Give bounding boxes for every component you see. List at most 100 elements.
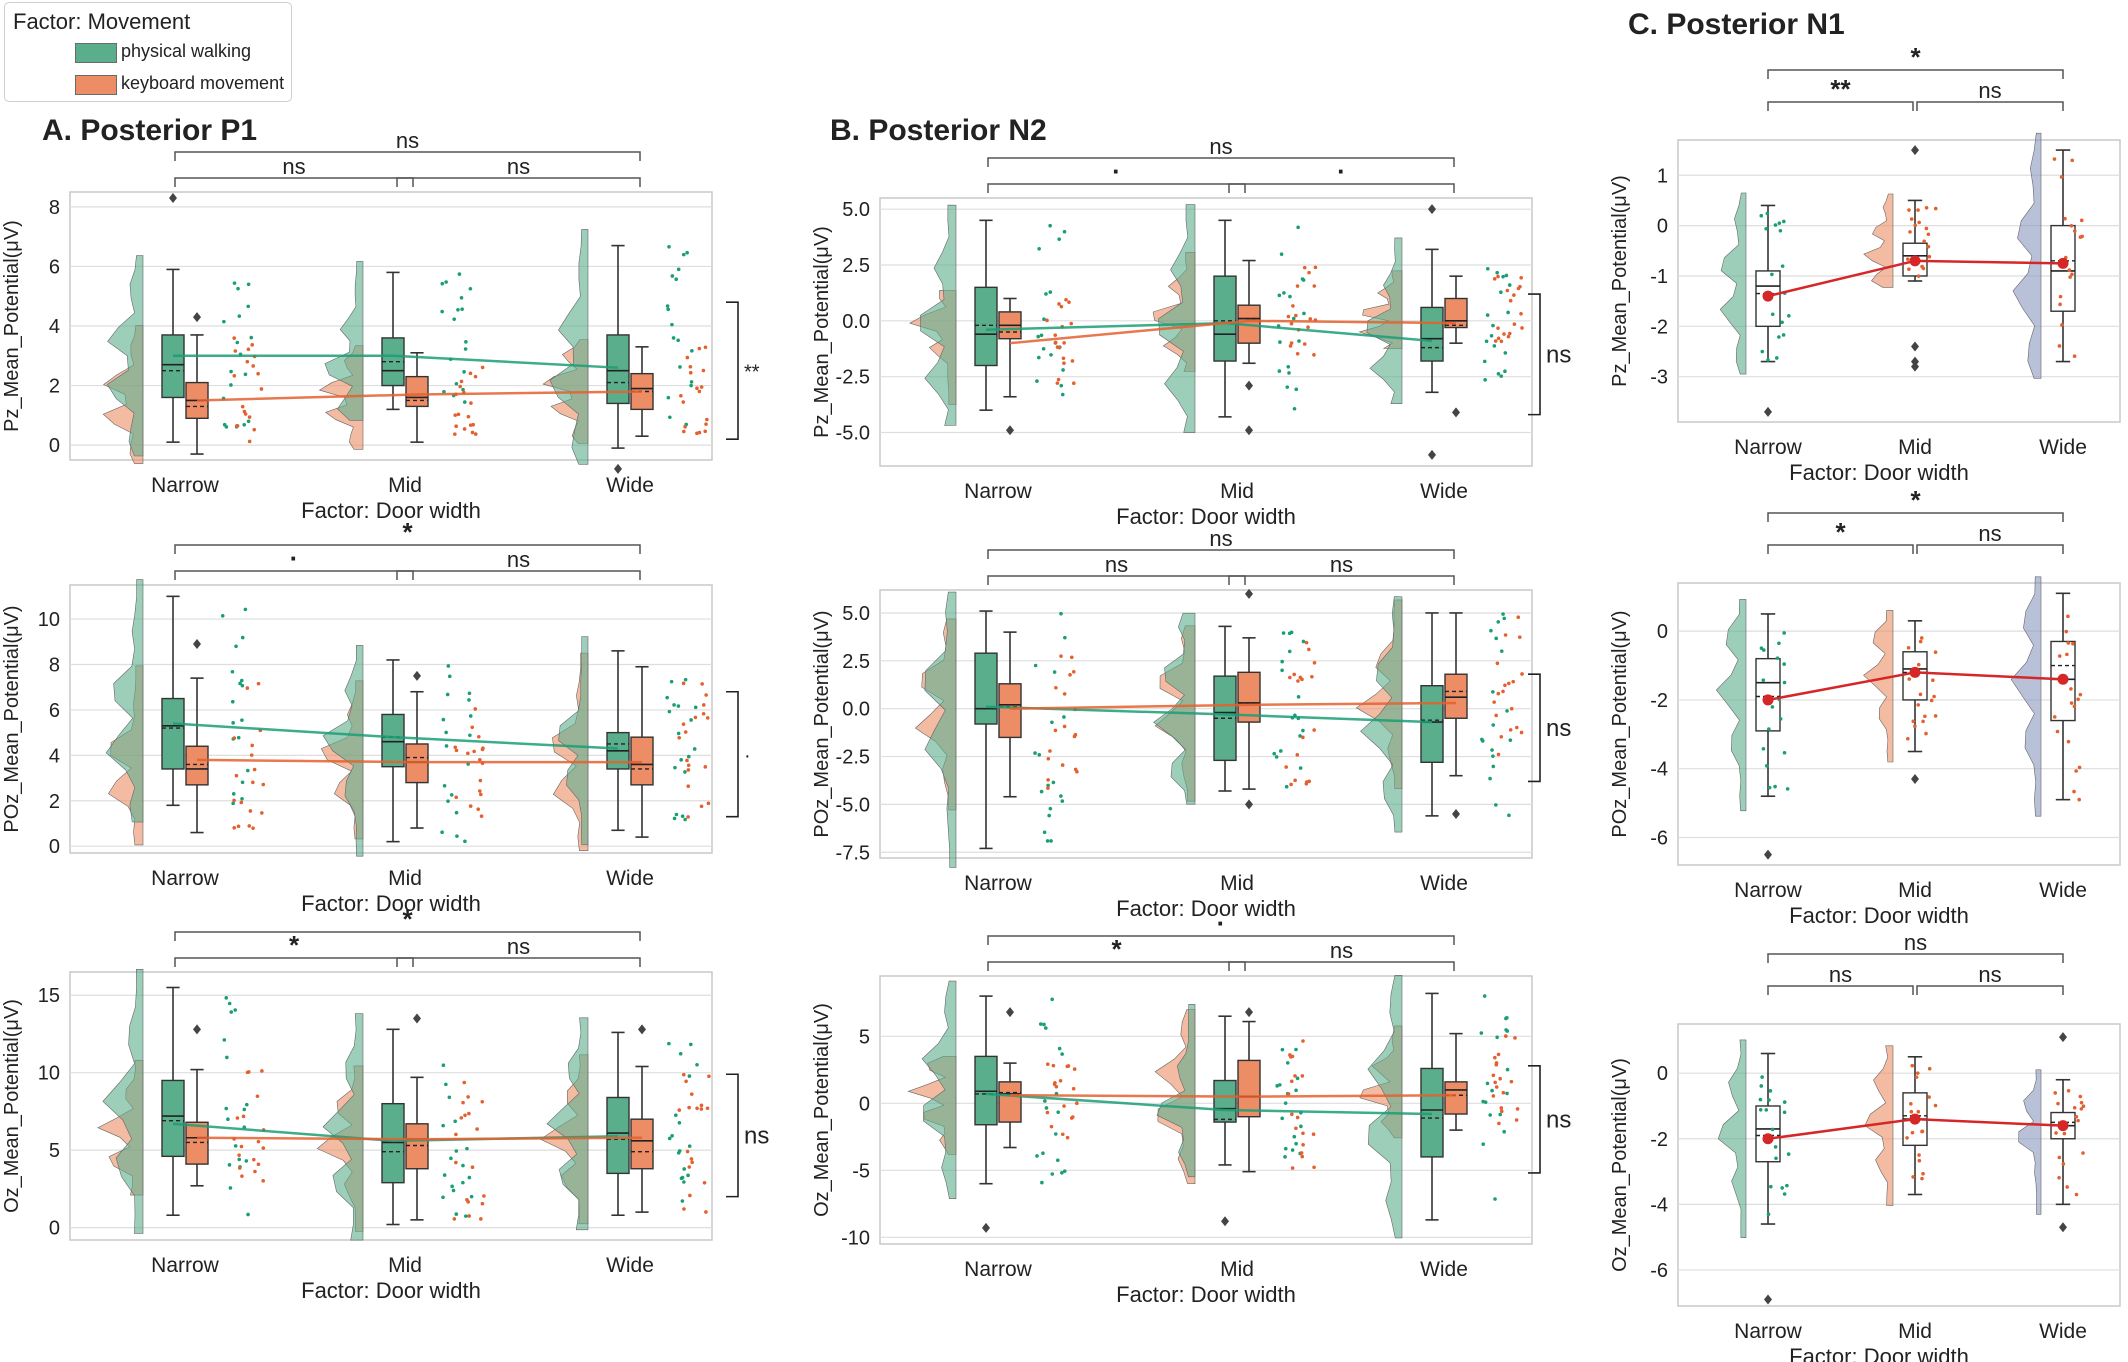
a3-sig-bracket <box>174 931 641 941</box>
a2-point-keyboard <box>481 746 485 751</box>
a3-point-keyboard <box>682 1207 686 1211</box>
a3-ytick-label: 0 <box>49 1218 60 1240</box>
b1-point-keyboard <box>1307 270 1311 275</box>
b1-point-walking <box>1507 283 1512 287</box>
b1-point-walking <box>1496 371 1501 376</box>
b1-point-keyboard <box>1289 321 1294 326</box>
b2-violin-walking <box>924 591 957 868</box>
a3-point-keyboard <box>237 1166 242 1170</box>
c1-sig-bracket <box>1916 101 2064 111</box>
c1-box-outlier <box>1911 356 1919 367</box>
b1-point-walking <box>1504 273 1509 278</box>
b2-point-keyboard <box>1516 615 1521 620</box>
a3-box-keyboard-box <box>405 1123 429 1170</box>
b3-side-bracket <box>1528 1064 1541 1174</box>
c2-point <box>2064 629 2069 634</box>
a2-sig-label: * <box>402 517 413 547</box>
a2-point-keyboard <box>245 686 250 690</box>
a2-side-bracket <box>726 690 739 818</box>
c1-point <box>1777 221 1782 225</box>
b3-point-walking <box>1041 1151 1045 1156</box>
b2-point-keyboard <box>1059 654 1063 658</box>
a3-point-keyboard <box>467 1111 471 1116</box>
b3-point-walking <box>1481 1142 1486 1146</box>
c1-point <box>1782 219 1786 224</box>
b1-point-walking <box>1036 334 1040 339</box>
c1-point <box>1777 335 1781 339</box>
a3-point-keyboard <box>241 1114 246 1119</box>
b3-point-keyboard <box>1491 1073 1496 1078</box>
a3-point-walking <box>467 1175 472 1180</box>
c1-violin <box>1863 193 1894 288</box>
a3-point-walking <box>441 1195 445 1200</box>
b1-point-keyboard <box>1053 333 1058 337</box>
b1-point-keyboard <box>1302 265 1307 270</box>
a1-point-walking <box>463 347 468 351</box>
b3-point-keyboard <box>1494 1085 1499 1089</box>
a3-box-keyboard-box <box>185 1121 209 1165</box>
a3-point-walking <box>441 1123 445 1128</box>
a1-point-keyboard <box>681 400 686 404</box>
b1-xtick-label: Narrow <box>964 480 1033 503</box>
a2-point-walking <box>444 730 448 735</box>
b1-point-keyboard <box>1061 356 1066 361</box>
b3-point-walking <box>1038 1022 1043 1026</box>
c2-mean-point <box>1909 666 1921 678</box>
a2-point-walking <box>245 768 250 773</box>
b3-point-keyboard <box>1286 1092 1291 1096</box>
b2-point-walking <box>1501 612 1505 616</box>
b2-point-keyboard <box>1520 672 1524 676</box>
a3-point-walking <box>441 1063 446 1068</box>
b3-point-walking <box>1482 994 1487 998</box>
a3-point-walking <box>687 1144 692 1148</box>
a3-point-walking <box>228 1186 233 1190</box>
a1-ytick-label: 0 <box>49 435 60 457</box>
b1-point-keyboard <box>1312 284 1317 288</box>
c3-point <box>1758 1097 1763 1102</box>
a3-point-keyboard <box>255 1094 260 1099</box>
a2-point-walking <box>445 692 450 697</box>
a1-xlabel: Factor: Door width <box>301 498 481 523</box>
c2-point <box>1919 636 1924 640</box>
b1-point-walking <box>1288 294 1292 299</box>
b2-point-walking <box>1491 723 1496 727</box>
a1-point-keyboard <box>246 347 251 352</box>
a1-side-bracket-label: ** <box>744 362 760 384</box>
c2-box-outlier <box>1911 774 1919 785</box>
a3-point-keyboard <box>479 1217 483 1221</box>
b2-mean-line-keyboard <box>1009 701 1457 710</box>
b2-point-keyboard <box>1295 753 1300 757</box>
b1-sig-bracket <box>987 183 1246 193</box>
a3-mean-line-keyboard <box>196 1136 643 1141</box>
c2-point <box>2066 641 2071 645</box>
c3-point <box>1774 1156 1778 1161</box>
b1-point-keyboard <box>1045 318 1049 323</box>
a2-point-walking <box>665 695 669 700</box>
b2-point-keyboard <box>1312 728 1316 732</box>
a1-violin-walking <box>324 261 364 421</box>
b1-violin-walking <box>1158 204 1196 433</box>
a2-point-keyboard <box>478 778 483 783</box>
b2-point-keyboard <box>1496 691 1501 696</box>
c3-point <box>2057 1155 2062 1160</box>
b1-point-walking <box>1044 292 1048 296</box>
a3-point-keyboard <box>459 1116 464 1120</box>
a3-point-keyboard <box>699 1107 704 1111</box>
b1-point-walking <box>1048 290 1053 294</box>
b2-point-keyboard <box>1048 749 1052 753</box>
c1-point <box>1907 208 1911 212</box>
b2-point-walking <box>1059 611 1063 616</box>
a3-point-keyboard <box>681 1072 686 1077</box>
b2-point-walking <box>1037 753 1042 757</box>
b3-point-walking <box>1483 1100 1488 1104</box>
b2-point-keyboard <box>1515 725 1519 730</box>
b1-point-walking <box>1484 339 1489 344</box>
a2-point-walking <box>689 718 693 722</box>
a3-point-keyboard <box>480 1201 485 1206</box>
a1-ytick-label: 4 <box>49 316 60 338</box>
b1-point-keyboard <box>1306 325 1310 330</box>
b1-point-walking <box>1287 371 1291 375</box>
b3-point-keyboard <box>1301 1039 1305 1043</box>
b3-point-keyboard <box>1290 1112 1294 1117</box>
a2-point-keyboard <box>251 780 255 785</box>
